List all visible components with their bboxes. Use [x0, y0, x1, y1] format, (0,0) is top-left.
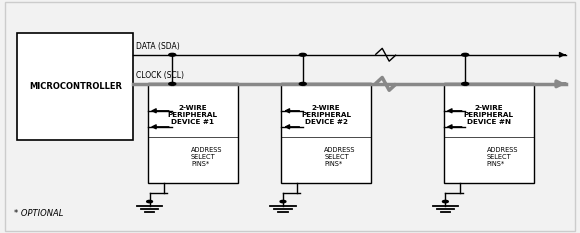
Circle shape — [147, 200, 153, 203]
Text: 2-WIRE
PERIPHERAL
DEVICE #2: 2-WIRE PERIPHERAL DEVICE #2 — [301, 105, 351, 125]
Text: 2-WIRE
PERIPHERAL
DEVICE #1: 2-WIRE PERIPHERAL DEVICE #1 — [168, 105, 218, 125]
Bar — [148, 83, 238, 183]
Circle shape — [443, 200, 448, 203]
Text: * OPTIONAL: * OPTIONAL — [14, 209, 64, 218]
Bar — [17, 33, 133, 140]
Text: CLOCK (SCL): CLOCK (SCL) — [136, 71, 184, 80]
Circle shape — [169, 82, 176, 85]
Text: ADDRESS
SELECT
PINS*: ADDRESS SELECT PINS* — [487, 147, 519, 167]
Circle shape — [299, 53, 306, 56]
Circle shape — [462, 53, 469, 56]
Text: 2-WIRE
PERIPHERAL
DEVICE #N: 2-WIRE PERIPHERAL DEVICE #N — [463, 105, 514, 125]
Circle shape — [169, 53, 176, 56]
Text: DATA (SDA): DATA (SDA) — [136, 41, 180, 51]
Bar — [281, 83, 371, 183]
Circle shape — [299, 82, 306, 85]
Text: MICROCONTROLLER: MICROCONTROLLER — [29, 82, 122, 91]
Circle shape — [462, 82, 469, 85]
Text: ADDRESS
SELECT
PINS*: ADDRESS SELECT PINS* — [324, 147, 356, 167]
Circle shape — [280, 200, 286, 203]
Bar — [444, 83, 534, 183]
Text: ADDRESS
SELECT
PINS*: ADDRESS SELECT PINS* — [191, 147, 223, 167]
